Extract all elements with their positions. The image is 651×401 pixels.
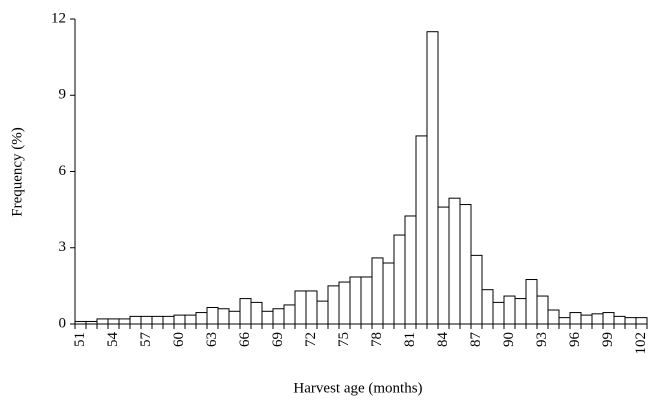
bar: [448, 197, 461, 325]
bar: [349, 276, 362, 325]
bar: [492, 301, 505, 325]
y-tick-label: 0: [59, 315, 67, 331]
x-tick-label: 102: [633, 332, 649, 355]
bar: [404, 215, 417, 325]
x-tick-label: 54: [105, 332, 121, 348]
bar: [415, 135, 428, 325]
bar: [228, 310, 241, 325]
x-tick-label: 81: [402, 332, 418, 347]
y-axis-label: Frequency (%): [9, 127, 25, 217]
x-tick-label: 72: [303, 332, 319, 347]
bar: [360, 276, 373, 325]
bar: [206, 306, 219, 325]
y-tick-label: 12: [51, 10, 66, 26]
bar: [96, 318, 109, 325]
x-tick-label: 57: [138, 332, 154, 348]
bar: [547, 309, 560, 325]
y-tick-label: 6: [59, 163, 67, 179]
x-tick-label: 75: [336, 332, 352, 347]
bar: [437, 206, 450, 325]
bar: [118, 318, 131, 325]
bar: [426, 31, 439, 325]
y-tick-label: 9: [59, 87, 67, 103]
bar: [151, 315, 164, 325]
bar: [558, 317, 571, 325]
bar: [294, 290, 307, 325]
bar: [162, 315, 175, 325]
bar: [470, 254, 483, 325]
x-tick-label: 60: [171, 332, 187, 347]
bar: [272, 308, 285, 325]
bar: [591, 313, 604, 325]
bar: [107, 318, 120, 325]
bar: [327, 285, 340, 325]
bar: [184, 314, 197, 325]
bar: [217, 308, 230, 325]
bar: [382, 262, 395, 325]
bar: [602, 312, 615, 325]
bar: [459, 204, 472, 325]
x-tick-label: 66: [237, 332, 253, 348]
x-tick-label: 99: [600, 332, 616, 347]
bar: [613, 315, 626, 325]
x-axis-label: Harvest age (months): [293, 380, 422, 396]
x-tick-label: 84: [435, 332, 451, 348]
bar: [514, 298, 527, 325]
bar: [393, 234, 406, 325]
bar: [580, 314, 593, 325]
bar: [481, 289, 494, 325]
x-tick-label: 69: [270, 332, 286, 347]
x-tick-label: 78: [369, 332, 385, 347]
bar: [239, 298, 252, 325]
bar: [283, 304, 296, 325]
bar: [503, 295, 516, 325]
bar: [635, 317, 648, 325]
x-tick-label: 93: [534, 332, 550, 347]
bar: [624, 317, 637, 325]
x-tick-label: 87: [468, 332, 484, 348]
x-tick-label: 63: [204, 332, 220, 347]
bar: [250, 301, 263, 325]
bar: [129, 315, 142, 325]
bar: [338, 281, 351, 325]
bar: [305, 290, 318, 325]
bar: [371, 257, 384, 325]
bar: [525, 279, 538, 325]
bar: [569, 312, 582, 325]
bar: [261, 310, 274, 325]
y-tick-label: 3: [59, 239, 67, 255]
bar: [316, 300, 329, 325]
bar: [536, 295, 549, 325]
bar: [195, 312, 208, 325]
x-tick-label: 96: [567, 332, 583, 348]
x-tick-label: 51: [72, 332, 88, 347]
x-tick-label: 90: [501, 332, 517, 347]
bar: [173, 314, 186, 325]
bar: [140, 315, 153, 325]
